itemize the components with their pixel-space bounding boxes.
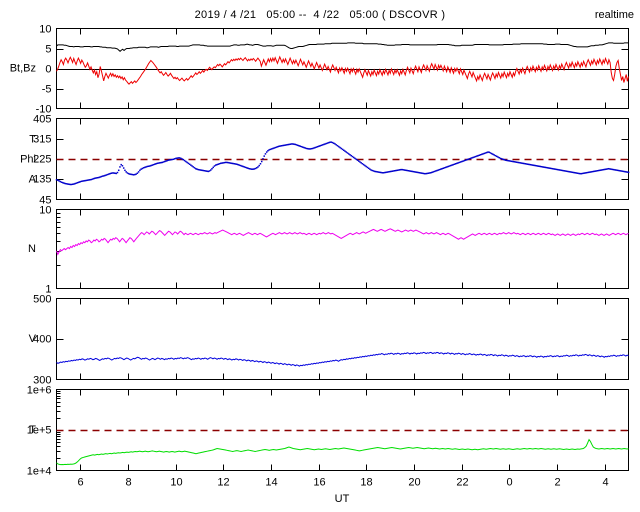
panel-frame <box>56 209 629 289</box>
panel-axis-label: N <box>28 243 36 255</box>
panel-axis-label: T <box>29 133 36 145</box>
chart-panels: Bt,Bz1050-5-10TPhiA40531522513545N101V50… <box>10 23 630 489</box>
series-bt <box>56 42 629 52</box>
y-tick-label: 315 <box>33 133 51 145</box>
x-tick-label: 8 <box>125 477 131 489</box>
y-tick-label: -10 <box>36 103 52 115</box>
y-tick-label: 10 <box>39 23 51 35</box>
panel-phi-angle: 405 315 225 135 45 <box>33 113 630 206</box>
panel-axis-label: A <box>29 173 37 185</box>
x-tick-label: 16 <box>313 477 325 489</box>
series-phi <box>55 141 630 186</box>
x-tick-label: 0 <box>506 477 512 489</box>
y-tick-label: 300 <box>33 374 51 386</box>
panel-axis-label: T <box>29 424 36 436</box>
panel-axis-label: Bt,Bz <box>10 62 36 74</box>
y-tick-label: 1 <box>45 283 51 295</box>
panel-temperature: 1e+6 1e+5 1e+4 <box>27 384 629 477</box>
x-tick-label: 10 <box>170 477 182 489</box>
y-tick-label: 1e+6 <box>27 384 52 396</box>
panel-axis-label: Phi <box>20 153 36 165</box>
y-tick-label: -5 <box>42 83 52 95</box>
series-t <box>56 438 629 466</box>
y-tick-label: 5 <box>45 43 51 55</box>
series-n <box>56 228 629 256</box>
y-tick-label: 1e+5 <box>27 424 52 436</box>
y-tick-label: 0 <box>45 63 51 75</box>
page-title: 2019 / 4 /21 05:00 -- 4 /22 05:00 ( DSCO… <box>194 9 446 21</box>
panel-frame <box>56 28 629 109</box>
x-tick-label: 14 <box>265 477 277 489</box>
y-tick-label: 45 <box>39 194 51 206</box>
x-tick-label: 18 <box>360 477 372 489</box>
x-tick-label: 4 <box>602 477 608 489</box>
panel-velocity: 500 400 300 <box>33 293 629 386</box>
y-tick-label: 10 <box>39 204 51 216</box>
panel-axis-label: V <box>29 333 37 345</box>
panel-density: 10 1 <box>39 204 629 295</box>
x-tick-label: 22 <box>456 477 468 489</box>
panel-bt-bz: 10 5 0 -5 -10 <box>36 23 629 115</box>
y-tick-label: 400 <box>33 333 51 345</box>
panel-frame <box>56 298 629 380</box>
x-tick-label: 2 <box>554 477 560 489</box>
xaxis-title: UT <box>335 493 350 505</box>
x-tick-label: 20 <box>408 477 420 489</box>
realtime-label: realtime <box>594 9 634 21</box>
x-tick-label: 12 <box>217 477 229 489</box>
y-tick-label: 1e+4 <box>27 465 52 477</box>
y-tick-label: 225 <box>33 153 51 165</box>
y-tick-label: 500 <box>33 293 51 305</box>
series-bz <box>56 55 629 85</box>
series-v <box>56 351 629 367</box>
x-tick-label: 6 <box>77 477 83 489</box>
y-tick-label: 405 <box>33 113 51 125</box>
y-tick-label: 135 <box>33 173 51 185</box>
